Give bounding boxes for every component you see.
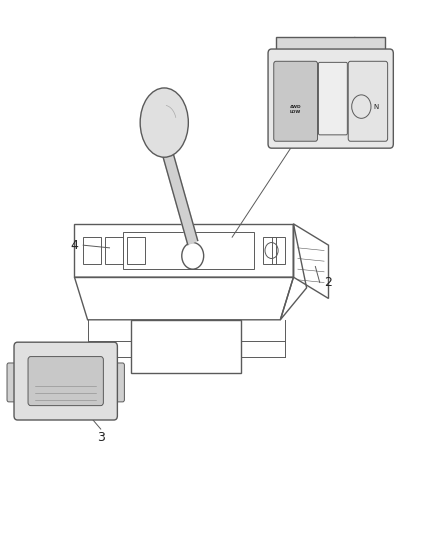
Text: 3: 3 xyxy=(97,431,105,443)
Text: N: N xyxy=(373,103,378,110)
FancyBboxPatch shape xyxy=(274,61,318,141)
Ellipse shape xyxy=(140,88,188,157)
Text: 2: 2 xyxy=(325,276,332,289)
Text: 1: 1 xyxy=(355,90,363,102)
FancyBboxPatch shape xyxy=(318,62,347,135)
FancyBboxPatch shape xyxy=(28,357,103,406)
FancyBboxPatch shape xyxy=(348,61,388,141)
FancyBboxPatch shape xyxy=(110,363,124,402)
Text: 4: 4 xyxy=(71,239,78,252)
Polygon shape xyxy=(276,37,385,59)
Text: 4WD
LOW: 4WD LOW xyxy=(290,105,301,114)
FancyBboxPatch shape xyxy=(7,363,21,402)
FancyBboxPatch shape xyxy=(268,49,393,148)
Polygon shape xyxy=(162,147,198,245)
FancyBboxPatch shape xyxy=(14,342,117,420)
